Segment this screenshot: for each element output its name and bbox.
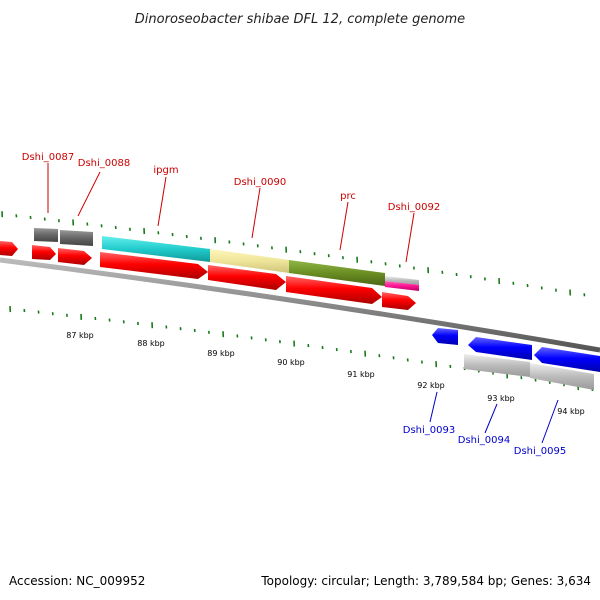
kbp-scale: 87 kbp 88 kbp 89 kbp 90 kbp 91 kbp 92 kb… (66, 331, 585, 416)
kbp-label: 92 kbp (417, 381, 445, 390)
cds-arrow-forward[interactable] (382, 292, 416, 310)
gene-block-dshi-0092-pink[interactable] (385, 281, 419, 291)
cds-arrow-forward[interactable] (32, 245, 56, 260)
gene-block-ipgm[interactable] (102, 236, 210, 262)
genome-backbone (0, 257, 600, 353)
forward-cds-track (0, 241, 416, 310)
kbp-label: 88 kbp (137, 339, 165, 348)
cds-arrow-forward[interactable] (0, 241, 18, 256)
kbp-label: 89 kbp (207, 349, 235, 358)
gene-label-dshi-0090[interactable]: Dshi_0090 (234, 177, 286, 188)
kbp-label: 93 kbp (487, 394, 515, 403)
cds-arrow-reverse[interactable] (534, 347, 600, 372)
gene-label-prc[interactable]: prc (340, 191, 356, 202)
gene-label-dshi-0088[interactable]: Dshi_0088 (78, 158, 130, 169)
gene-label-ipgm[interactable]: ipgm (153, 165, 178, 176)
cds-arrow-forward[interactable] (208, 265, 286, 290)
forward-gene-labels: Dshi_0087 Dshi_0088 ipgm Dshi_0090 prc D… (22, 152, 440, 263)
label-leader-line (405, 212, 415, 263)
topology-text: Topology: circular; Length: 3,789,584 bp… (260, 574, 591, 588)
label-leader-line (484, 403, 498, 434)
cds-arrow-forward[interactable] (100, 252, 208, 279)
gene-block-dshi-0094[interactable] (464, 354, 530, 377)
cds-arrow-forward[interactable] (286, 276, 382, 304)
cds-arrow-reverse[interactable] (468, 337, 532, 360)
gene-block-dshi-0090[interactable] (210, 249, 289, 273)
gene-block-dshi-0092-gray[interactable] (385, 276, 419, 285)
label-leader-line (251, 187, 261, 239)
gene-block-dshi-0095[interactable] (530, 363, 594, 390)
outer-tick-row (1, 211, 586, 297)
gene-block-dshi-0088[interactable] (60, 230, 93, 246)
kbp-label: 94 kbp (557, 407, 585, 416)
reverse-gene-labels: Dshi_0093 Dshi_0094 Dshi_0095 (403, 391, 566, 457)
feature-band (34, 228, 594, 390)
label-leader-line (429, 391, 438, 423)
reverse-cds-track (432, 328, 600, 372)
label-leader-line (157, 176, 167, 227)
kbp-label: 87 kbp (66, 331, 94, 340)
cds-arrow-reverse[interactable] (432, 328, 458, 345)
label-leader-line (541, 399, 559, 444)
gene-label-dshi-0093[interactable]: Dshi_0093 (403, 425, 455, 436)
map-title: Dinoroseobacter shibae DFL 12, complete … (135, 12, 465, 27)
gene-label-dshi-0094[interactable]: Dshi_0094 (458, 435, 510, 446)
gene-block-dshi-0087[interactable] (34, 228, 58, 242)
gene-label-dshi-0092[interactable]: Dshi_0092 (388, 202, 440, 213)
gene-block-prc[interactable] (289, 260, 385, 286)
kbp-label: 91 kbp (347, 370, 375, 379)
gene-label-dshi-0095[interactable]: Dshi_0095 (514, 446, 566, 457)
label-leader-line (77, 171, 101, 217)
label-leader-line (339, 201, 349, 251)
kbp-label: 90 kbp (277, 358, 305, 367)
accession-text: Accession: NC_009952 (9, 574, 145, 588)
cds-arrow-forward[interactable] (58, 248, 92, 265)
gene-label-dshi-0087[interactable]: Dshi_0087 (22, 152, 74, 163)
